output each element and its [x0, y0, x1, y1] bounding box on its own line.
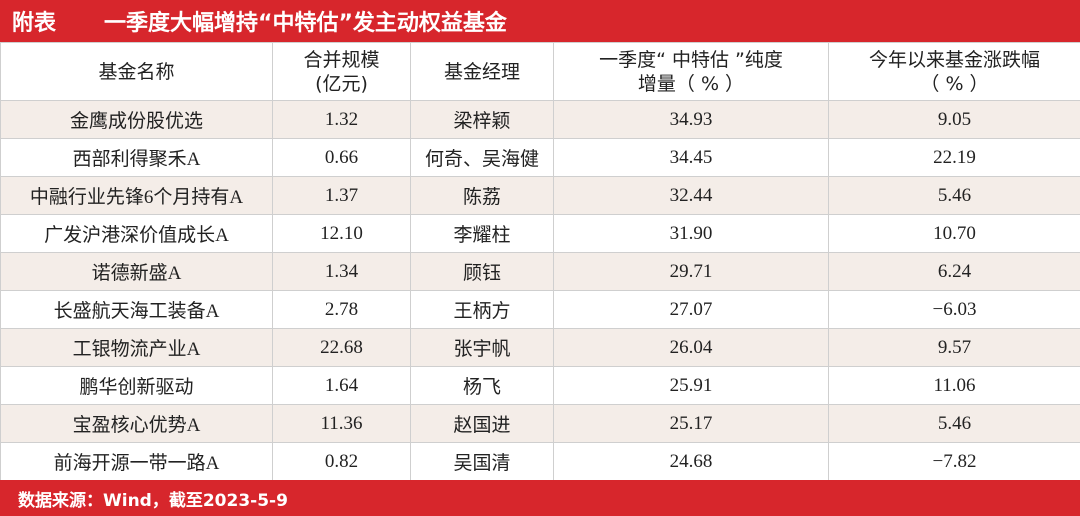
table-row: 鹏华创新驱动 1.64 杨飞 25.91 11.06	[0, 366, 1080, 405]
table-cell: 西部利得聚禾A	[0, 138, 273, 177]
table-cell: 12.10	[272, 214, 411, 253]
table-cell: 宝盈核心优势A	[0, 404, 273, 443]
table-cell: 广发沪港深价值成长A	[0, 214, 273, 253]
table-row: 中融行业先锋6个月持有A 1.37 陈荔 32.44 5.46	[0, 176, 1080, 215]
table-cell: 李耀柱	[410, 214, 554, 253]
table-row: 西部利得聚禾A 0.66 何奇、吴海健 34.45 22.19	[0, 138, 1080, 177]
table-row: 金鹰成份股优选 1.32 梁梓颖 34.93 9.05	[0, 100, 1080, 139]
header-line: (亿元)	[315, 72, 368, 95]
table-cell: 9.57	[828, 328, 1080, 367]
table-cell: 赵国进	[410, 404, 554, 443]
table-cell: 11.06	[828, 366, 1080, 405]
table-cell: 24.68	[553, 442, 829, 481]
table-cell: 长盛航天海工装备A	[0, 290, 273, 329]
column-header: 基金名称	[0, 42, 273, 101]
fund-table: 基金名称 合并规模 (亿元) 基金经理 一季度“ 中特估 ”纯度 增量（ % ）今年以来基…	[0, 42, 1080, 481]
table-cell: 11.36	[272, 404, 411, 443]
table-cell: 5.46	[828, 404, 1080, 443]
table-cell: 1.32	[272, 100, 411, 139]
table-cell: 29.71	[553, 252, 829, 291]
table-cell: 杨飞	[410, 366, 554, 405]
title-label: 附表	[12, 11, 57, 36]
table-cell: 鹏华创新驱动	[0, 366, 273, 405]
table-row: 诺德新盛A 1.34 顾钰 29.71 6.24	[0, 252, 1080, 291]
table-cell: 张宇帆	[410, 328, 554, 367]
table-cell: 1.37	[272, 176, 411, 215]
header-line: 一季度“ 中特估 ”纯度	[599, 48, 783, 71]
table-cell: 陈荔	[410, 176, 554, 215]
table-cell: 梁梓颖	[410, 100, 554, 139]
table-cell: 10.70	[828, 214, 1080, 253]
table-cell: 前海开源一带一路A	[0, 442, 273, 481]
column-header: 基金经理	[410, 42, 554, 101]
table-cell: 2.78	[272, 290, 411, 329]
table-cell: 26.04	[553, 328, 829, 367]
header-line: 增量（ % ）	[637, 72, 745, 95]
title: 一季度大幅增持“中特估”发主动权益基金	[104, 11, 507, 36]
footer: 数据来源：Wind，截至2023-5-9	[0, 480, 1080, 516]
table-cell: 34.45	[553, 138, 829, 177]
header-line: 基金经理	[443, 60, 520, 83]
header-line: 基金名称	[98, 60, 175, 83]
table-cell: 31.90	[553, 214, 829, 253]
table-cell: 王柄方	[410, 290, 554, 329]
header-row: 基金名称 合并规模 (亿元) 基金经理 一季度“ 中特估 ”纯度 增量（ % ）今年以来基…	[0, 42, 1080, 101]
table-cell: 25.91	[553, 366, 829, 405]
table-cell: 5.46	[828, 176, 1080, 215]
column-header: 一季度“ 中特估 ”纯度 增量（ % ）	[553, 42, 829, 101]
table-cell: 27.07	[553, 290, 829, 329]
table-cell: 吴国清	[410, 442, 554, 481]
table-row: 前海开源一带一路A 0.82 吴国清 24.68 −7.82	[0, 442, 1080, 481]
column-header: 合并规模 (亿元)	[272, 42, 411, 101]
table-cell: 金鹰成份股优选	[0, 100, 273, 139]
table-cell: 0.82	[272, 442, 411, 481]
table-cell: 0.66	[272, 138, 411, 177]
table-row: 宝盈核心优势A 11.36 赵国进 25.17 5.46	[0, 404, 1080, 443]
table-cell: −7.82	[828, 442, 1080, 481]
header-line: 今年以来基金涨跌幅	[868, 48, 1040, 71]
source: 数据来源：Wind，截至2023-5-9	[18, 490, 288, 511]
header-line: （ % ）	[920, 72, 989, 95]
table-cell: 9.05	[828, 100, 1080, 139]
table-cell: 1.34	[272, 252, 411, 291]
table-cell: 34.93	[553, 100, 829, 139]
table-cell: 22.19	[828, 138, 1080, 177]
table-cell: 25.17	[553, 404, 829, 443]
table-row: 广发沪港深价值成长A 12.10 李耀柱 31.90 10.70	[0, 214, 1080, 253]
table-cell: 1.64	[272, 366, 411, 405]
table-body: 金鹰成份股优选 1.32 梁梓颖 34.93 9.05 西部利得聚禾A 0.66 何奇、吴海健…	[0, 100, 1080, 481]
table-cell: 22.68	[272, 328, 411, 367]
table-cell: 6.24	[828, 252, 1080, 291]
table-cell: 顾钰	[410, 252, 554, 291]
column-header: 今年以来基金涨跌幅（ % ）	[828, 42, 1080, 101]
table-cell: 中融行业先锋6个月持有A	[0, 176, 273, 215]
table-row: 工银物流产业A 22.68 张宇帆 26.04 9.57	[0, 328, 1080, 367]
table-row: 长盛航天海工装备A 2.78 王柄方 27.07 −6.03	[0, 290, 1080, 329]
table-cell: −6.03	[828, 290, 1080, 329]
table-cell: 32.44	[553, 176, 829, 215]
table-cell: 工银物流产业A	[0, 328, 273, 367]
header-line: 合并规模	[303, 48, 380, 71]
table-cell: 诺德新盛A	[0, 252, 273, 291]
table-cell: 何奇、吴海健	[410, 138, 554, 177]
title-banner: 附表 一季度大幅增持“中特估”发主动权益基金	[0, 0, 1080, 42]
